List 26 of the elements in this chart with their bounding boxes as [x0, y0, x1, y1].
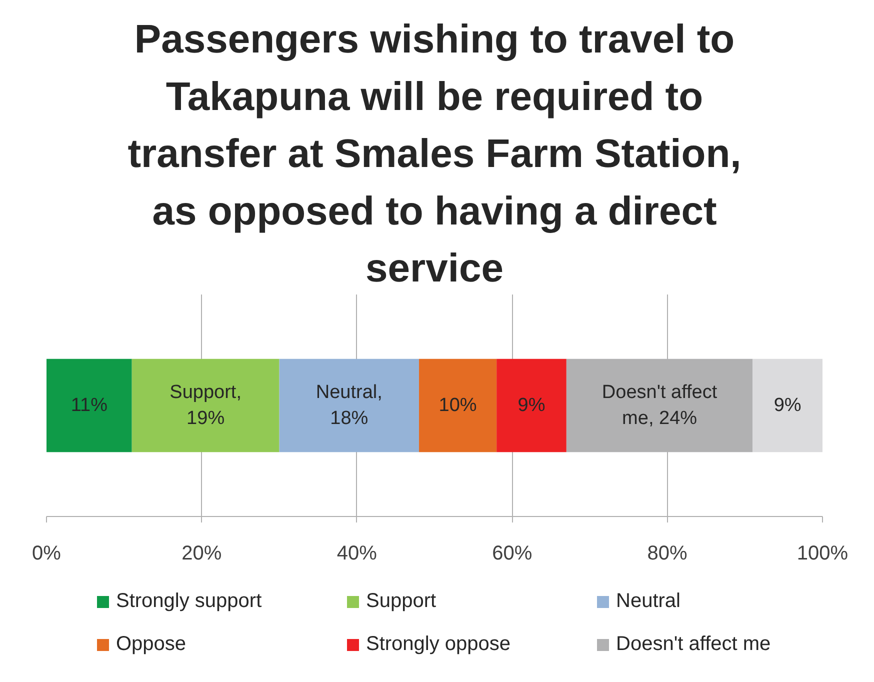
- data-label: 9%: [774, 395, 802, 416]
- bar: [752, 358, 822, 452]
- legend-label: Support: [366, 590, 438, 613]
- bar: [418, 358, 497, 452]
- x-tick-label: 0%: [32, 542, 62, 564]
- bar: [46, 358, 132, 452]
- data-label: Support, 19%: [170, 382, 242, 430]
- data-label: Doesn't affect me, 24%: [602, 382, 718, 430]
- bar: [132, 358, 280, 452]
- chart-title: Passengers wishing to travel to Takapuna will be required to transfer at Smales Farm Station, as opposed to having a direct service: [128, 18, 742, 290]
- legend-label: Strongly oppose: [366, 633, 512, 656]
- data-label: 9%: [518, 395, 546, 416]
- legend-label: Strongly support: [116, 590, 263, 613]
- bar: [496, 358, 566, 452]
- data-label: 11%: [70, 395, 108, 416]
- legend-label: Oppose: [116, 633, 188, 656]
- x-tick-label: 40%: [336, 542, 378, 564]
- legend-label: Neutral: [616, 590, 682, 613]
- x-tick-label: 100%: [796, 542, 848, 564]
- bar: [279, 358, 419, 452]
- x-tick-label: 60%: [492, 542, 532, 564]
- legend-label: Doesn't affect me: [616, 633, 772, 656]
- data-label: 10%: [438, 395, 477, 416]
- x-tick-label: 20%: [182, 542, 222, 564]
- data-label: Neutral, 18%: [316, 382, 382, 430]
- x-tick-label: 80%: [647, 542, 688, 564]
